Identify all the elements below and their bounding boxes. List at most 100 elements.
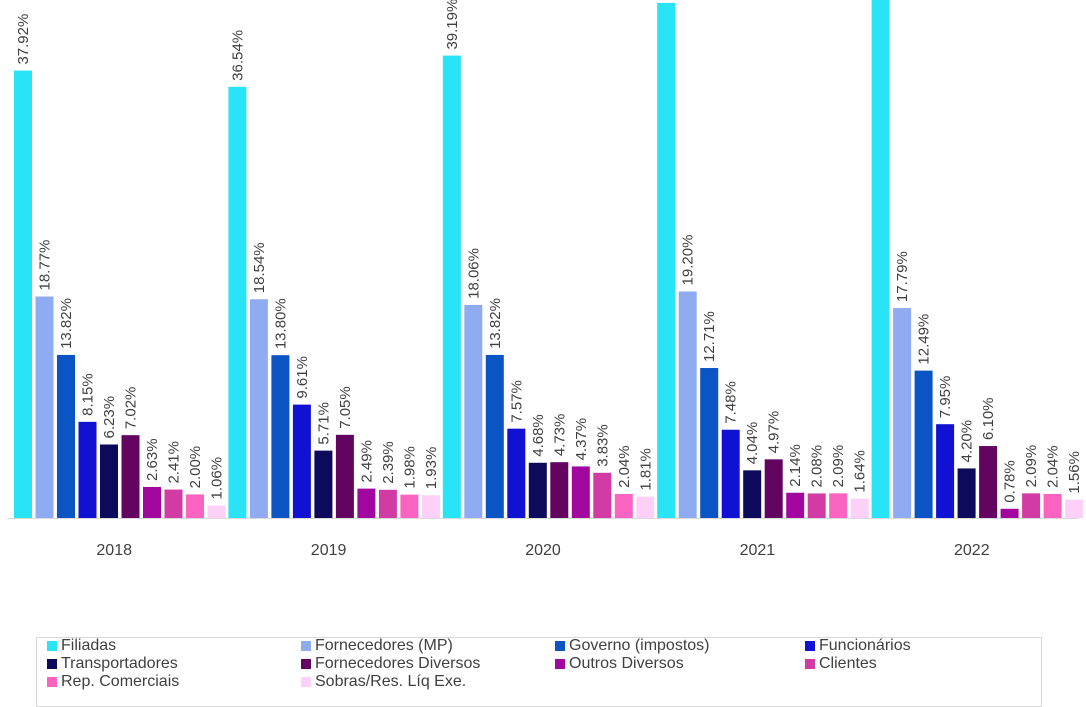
bar [100, 444, 118, 518]
data-label: 4.04% [744, 422, 761, 465]
data-label: 3.83% [594, 424, 611, 467]
data-label: 0.78% [1002, 460, 1019, 503]
data-label: 2.39% [380, 441, 397, 484]
data-label: 12.71% [701, 311, 718, 362]
data-label: 7.05% [337, 386, 354, 429]
data-label: 4.73% [551, 414, 568, 457]
bar [571, 466, 590, 518]
legend-label: Fornecedores Diversos [315, 655, 481, 672]
data-label: 13.80% [272, 298, 289, 349]
bar [593, 472, 612, 518]
data-label: 1.93% [423, 447, 440, 490]
legend-swatch [301, 659, 311, 669]
bar [207, 505, 226, 518]
bar [464, 304, 483, 518]
bar [614, 493, 633, 518]
legend-swatch [47, 659, 57, 669]
data-label: 2.00% [187, 446, 204, 489]
legend-swatch [47, 677, 57, 687]
bar [485, 354, 504, 518]
bar [271, 355, 290, 518]
data-label: 1.98% [401, 446, 418, 489]
bar [829, 493, 848, 518]
data-label: 39.19% [444, 0, 461, 50]
bar [378, 489, 397, 518]
bar [314, 450, 333, 518]
bar [228, 86, 247, 518]
data-label: 18.06% [465, 248, 482, 299]
bar [14, 70, 32, 518]
data-label: 5.71% [315, 402, 332, 445]
bar [1000, 508, 1019, 518]
bar [400, 494, 419, 518]
bar [164, 489, 183, 518]
bar [957, 468, 976, 518]
bar [442, 55, 461, 519]
bar [678, 291, 697, 518]
legend-swatch [47, 641, 57, 651]
data-label: 7.57% [508, 380, 525, 423]
legend-item: Sobras/Res. Líq Exe. [301, 673, 466, 691]
bar [871, 0, 890, 518]
legend-label: Sobras/Res. Líq Exe. [315, 673, 467, 690]
bar [893, 308, 912, 518]
bar [850, 498, 869, 518]
bar [550, 462, 569, 518]
bar [786, 492, 805, 518]
data-label: 2.09% [1023, 445, 1040, 488]
bar [1065, 499, 1084, 518]
bar-chart: 37.92%18.77%13.82%8.15%6.23% 7.02%2.63% 2.… [7, 0, 1084, 559]
data-label: 4.68% [530, 414, 547, 457]
bar [249, 299, 268, 518]
data-label: 1.64% [852, 450, 869, 493]
data-label: 2.08% [809, 445, 826, 488]
legend-swatch [555, 659, 565, 669]
data-label: 7.48% [723, 381, 740, 424]
bar [292, 404, 311, 518]
legend-label: Governo (impostos) [569, 637, 710, 654]
bar [936, 424, 955, 518]
data-label: 7.02% [123, 387, 140, 430]
legend-label: Rep. Comerciais [61, 673, 180, 690]
data-label: 8.15% [80, 373, 97, 416]
bar [421, 495, 440, 518]
legend-item: Rep. Comerciais [47, 673, 179, 691]
data-label: 4.20% [959, 420, 976, 463]
bar [35, 296, 54, 518]
data-label: 36.54% [229, 30, 246, 81]
legend-label: Filiadas [61, 637, 117, 654]
chart-legend: Filiadas Fornecedores (MP) Governo (impost… [36, 637, 1042, 707]
data-label: 18.77% [37, 240, 54, 291]
bar [186, 494, 204, 518]
x-tick-label: 2022 [954, 542, 990, 559]
legend-swatch [301, 677, 311, 687]
bar [357, 488, 376, 518]
bar [528, 462, 547, 518]
data-label: 7.95% [937, 376, 954, 419]
bar [507, 428, 526, 518]
data-label: 19.20% [680, 235, 697, 286]
bar [721, 429, 740, 518]
data-label: 18.54% [251, 242, 268, 293]
data-label: 13.82% [487, 298, 504, 349]
data-label: 4.97% [766, 411, 783, 454]
legend-swatch [805, 641, 815, 651]
bar [979, 446, 998, 518]
bar [914, 370, 933, 518]
bar [636, 496, 655, 518]
data-label: 12.49% [916, 314, 933, 365]
legend-label: Funcionários [819, 637, 911, 654]
bar [807, 493, 826, 518]
bar [57, 354, 75, 518]
legend-item: Fornecedores (MP) [301, 637, 453, 655]
data-label: 1.06% [209, 457, 226, 500]
legend-item: Filiadas [47, 637, 116, 655]
legend-item: Governo (impostos) [555, 637, 710, 655]
legend-item: Transportadores [47, 655, 178, 673]
data-label: 37.92% [15, 14, 32, 65]
bar [700, 368, 719, 518]
data-label: 1.81% [637, 448, 654, 491]
data-label: 2.04% [1045, 445, 1062, 488]
x-tick-label: 2018 [96, 542, 132, 559]
data-label: 17.79% [894, 251, 911, 302]
